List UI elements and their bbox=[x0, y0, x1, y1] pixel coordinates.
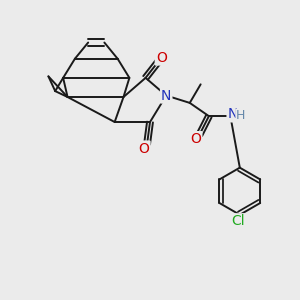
Text: H: H bbox=[236, 109, 245, 122]
Text: N: N bbox=[161, 88, 171, 103]
Text: O: O bbox=[190, 132, 201, 146]
Text: O: O bbox=[156, 50, 167, 64]
Text: O: O bbox=[139, 142, 149, 155]
Text: Cl: Cl bbox=[232, 214, 245, 228]
Text: N: N bbox=[228, 107, 238, 122]
